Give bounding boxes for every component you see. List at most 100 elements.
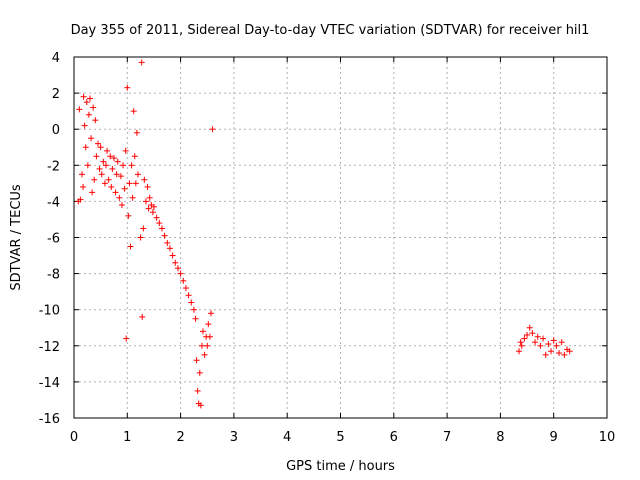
- data-point: [104, 147, 111, 154]
- data-point: [133, 129, 140, 136]
- data-point: [517, 339, 524, 346]
- data-point: [204, 342, 211, 349]
- x-axis-label: GPS time / hours: [286, 459, 395, 474]
- data-point: [537, 342, 544, 349]
- data-point: [131, 153, 138, 160]
- data-point: [114, 158, 121, 165]
- x-tick-label: 4: [283, 430, 291, 445]
- data-point: [97, 144, 104, 151]
- data-point: [85, 111, 92, 118]
- data-point: [172, 259, 179, 266]
- data-point: [118, 202, 125, 209]
- data-point: [101, 180, 108, 187]
- x-tick-label: 10: [599, 430, 616, 445]
- data-point: [180, 277, 187, 284]
- data-point: [524, 331, 531, 338]
- data-point: [80, 93, 87, 100]
- data-point: [81, 122, 88, 129]
- data-point: [196, 369, 203, 376]
- data-point: [545, 340, 552, 347]
- data-point: [139, 313, 146, 320]
- data-point: [201, 351, 208, 358]
- data-point: [158, 225, 165, 232]
- grid-lines: [74, 57, 607, 418]
- data-point: [150, 203, 157, 210]
- data-point: [197, 402, 204, 409]
- data-point: [76, 106, 83, 113]
- data-point: [149, 209, 156, 216]
- data-point: [521, 335, 528, 342]
- data-point: [194, 387, 201, 394]
- data-point: [174, 265, 181, 272]
- data-point: [110, 155, 117, 162]
- data-point: [96, 165, 103, 172]
- data-point: [89, 189, 96, 196]
- data-point: [109, 165, 116, 172]
- y-tick-label: 2: [52, 87, 60, 102]
- data-point: [138, 59, 145, 66]
- data-point: [188, 299, 195, 306]
- data-point: [145, 205, 152, 212]
- data-point: [108, 183, 115, 190]
- data-points: [75, 59, 573, 409]
- data-point: [126, 180, 133, 187]
- data-point: [532, 339, 539, 346]
- data-point: [198, 342, 205, 349]
- data-point: [112, 189, 119, 196]
- x-tick-label: 6: [390, 430, 398, 445]
- data-point: [105, 176, 112, 183]
- x-tick-label: 8: [496, 430, 504, 445]
- data-point: [92, 117, 99, 124]
- data-point: [190, 306, 197, 313]
- x-tick-label: 3: [230, 430, 238, 445]
- data-point: [556, 350, 563, 357]
- data-point: [193, 357, 200, 364]
- data-point: [116, 194, 123, 201]
- data-point: [192, 315, 199, 322]
- y-tick-label: -14: [39, 376, 60, 391]
- data-point: [127, 243, 134, 250]
- data-point: [177, 270, 184, 277]
- data-point: [561, 351, 568, 358]
- y-tick-label: -8: [47, 268, 60, 283]
- y-tick-label: -4: [47, 195, 60, 210]
- data-point: [550, 337, 557, 344]
- data-point: [88, 135, 95, 142]
- data-point: [100, 158, 107, 165]
- x-tick-label: 9: [550, 430, 558, 445]
- data-point: [137, 234, 144, 241]
- data-point: [94, 140, 101, 147]
- y-tick-label: -2: [47, 159, 60, 174]
- data-point: [516, 348, 523, 355]
- data-point: [113, 171, 120, 178]
- data-point: [98, 171, 105, 178]
- y-tick-label: 0: [52, 123, 60, 138]
- y-tick-label: 4: [52, 51, 60, 66]
- data-point: [91, 176, 98, 183]
- data-point: [125, 212, 132, 219]
- x-tick-label: 7: [443, 430, 451, 445]
- data-point: [122, 147, 129, 154]
- x-tick-label: 0: [70, 430, 78, 445]
- data-point: [78, 171, 85, 178]
- data-point: [182, 285, 189, 292]
- data-point: [540, 335, 547, 342]
- data-point: [130, 108, 137, 115]
- data-point: [144, 183, 151, 190]
- data-point: [134, 171, 141, 178]
- y-tick-label: -16: [39, 412, 60, 427]
- y-tick-label: -10: [39, 304, 60, 319]
- data-point: [82, 144, 89, 151]
- data-point: [209, 126, 216, 133]
- plot-frame: [73, 56, 608, 419]
- data-point: [205, 321, 212, 328]
- y-axis-label: SDTVAR / TECUs: [9, 184, 24, 291]
- data-point: [548, 348, 555, 355]
- x-tick-labels: 0 1 2 3 4 5 6 7 8 9 10: [70, 430, 615, 445]
- data-point: [83, 99, 90, 106]
- data-point: [553, 342, 560, 349]
- data-point: [129, 194, 136, 201]
- data-point: [80, 183, 87, 190]
- data-point: [132, 180, 139, 187]
